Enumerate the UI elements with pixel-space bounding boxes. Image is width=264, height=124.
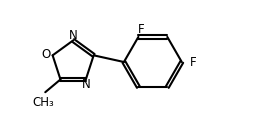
Text: N: N — [69, 29, 78, 42]
Text: CH₃: CH₃ — [32, 96, 54, 109]
Text: N: N — [82, 78, 90, 91]
Text: F: F — [190, 56, 196, 68]
Text: F: F — [138, 23, 144, 36]
Text: O: O — [41, 48, 50, 61]
